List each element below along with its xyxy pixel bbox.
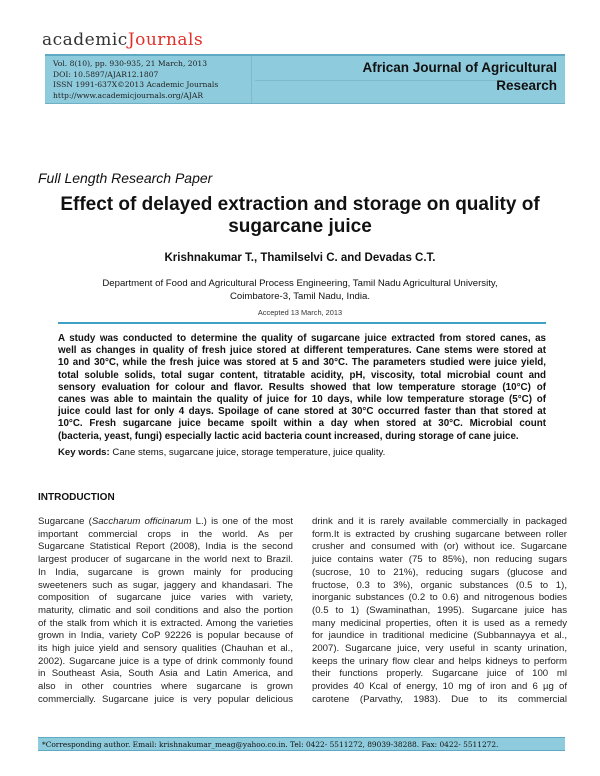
body-line: 2007). Sugarcane juice, very useful in s…	[312, 643, 567, 655]
body-line: form.It is extracted by crushing sugarca…	[312, 528, 567, 540]
citation-meta: Vol. 8(10), pp. 930-935, 21 March, 2013 …	[53, 59, 218, 101]
body-line: sweeteners such as sugar, jaggery and kh…	[38, 579, 293, 591]
body-line: inorganic substances (0.2 to 0.6) and ni…	[312, 592, 567, 604]
body-line: (sucrose, 10 to 21%), reducing sugars (g…	[312, 566, 567, 578]
body-line: provides 40 Kcal of energy, 10 mg of iro…	[312, 681, 567, 693]
body-column-right: drink and it is rarely available commerc…	[312, 516, 567, 707]
accepted-date: Accepted 13 March, 2013	[257, 308, 343, 317]
header-line	[255, 80, 555, 81]
abstract-line: 10 and 30°C, while the fresh juice was s…	[58, 357, 546, 369]
paper-type: Full Length Research Paper	[38, 170, 213, 186]
abstract-line: juice could last for only 4 days. Spoila…	[58, 406, 546, 418]
body-line: commercially. Sugarcane juice is very po…	[38, 693, 293, 705]
affiliation-line: Department of Food and Agricultural Proc…	[102, 278, 498, 289]
authors: Krishnakumar T., Thamilselvi C. and Deva…	[164, 252, 436, 264]
body-line: of the stalk from which it is extracted.…	[38, 617, 293, 629]
header-divider	[251, 56, 252, 103]
body-line: for jaundice in traditional medicine (Su…	[312, 630, 567, 642]
body-line: (0.5 to 1) (Swaminathan, 1995). Sugarcan…	[312, 604, 567, 616]
journal-header-band: Vol. 8(10), pp. 930-935, 21 March, 2013 …	[45, 54, 565, 104]
body-line: many medicinal properties, often it is u…	[312, 617, 567, 629]
species-name: Saccharum officinarum	[91, 516, 192, 527]
affiliation-line: Coimbatore-3, Tamil Nadu, India.	[229, 291, 371, 302]
body-line: fructose, 0.3 to 3%), organic substances…	[312, 579, 567, 591]
logo-prefix: academic	[42, 30, 128, 50]
body-line: carotene (Parvathy, 1983). Due to its co…	[312, 693, 567, 705]
title-line: sugarcane juice	[228, 216, 372, 237]
logo-suffix: Journals	[127, 30, 204, 50]
issn: ISSN 1991-637X©2013 Academic Journals	[53, 80, 219, 90]
journal-title-line: Research	[496, 78, 557, 93]
journal-url[interactable]: http://www.academicjournals.org/AJAR	[53, 90, 204, 100]
text-run: Sugarcane (	[38, 516, 92, 527]
abstract-line: well as changes in quality of fresh juic…	[58, 345, 546, 357]
keywords-text: Cane stems, sugarcane juice, storage tem…	[109, 447, 386, 458]
body-line: Sugarcane (Saccharum officinarum L.) is …	[38, 516, 293, 529]
abstract-line: (bacteria, yeast, fungi) especially lact…	[58, 430, 519, 442]
abstract-line: sensory evaluation for colour and flavor…	[58, 381, 546, 393]
body-line: in Southeast Asia, South Asia and Latin …	[38, 668, 293, 680]
paper-title: Effect of delayed extraction and storage…	[40, 194, 560, 238]
body-line: crusher and consumed with (or) without i…	[312, 541, 567, 553]
body-line: drink and it is rarely available commerc…	[312, 516, 567, 527]
body-line: also in other countries where sugarcane …	[38, 681, 293, 693]
body-column-left: Sugarcane (Saccharum officinarum L.) is …	[38, 516, 293, 707]
body-line: Sugarcane Statistical Report (2008), Ind…	[38, 541, 293, 553]
journal-title: African Journal of Agricultural Research	[362, 59, 557, 95]
body-line: 2002). Sugarcane juice is a type of drin…	[38, 655, 293, 667]
publisher-logo: academicJournals	[42, 30, 203, 50]
body-line: its high juice yield and sensory qualiti…	[38, 643, 293, 655]
affiliation: Department of Food and Agricultural Proc…	[40, 277, 560, 303]
abstract-line: total soluble solids, total sugar conten…	[58, 369, 546, 381]
body-line: In India, sugarcane is grown mainly for …	[38, 566, 293, 578]
keywords-label: Key words:	[58, 447, 110, 458]
keywords: Key words: Cane stems, sugarcane juice, …	[58, 447, 385, 458]
text-run: L.) is one of the most	[191, 516, 293, 527]
abstract-line: 10°C. Fresh sugarcane juice became spoil…	[58, 418, 546, 430]
abstract-line: canes was able to maintain the quality o…	[58, 394, 546, 406]
journal-title-line: African Journal of Agricultural	[362, 60, 557, 75]
abstract: A study was conducted to determine the q…	[58, 333, 546, 443]
body-line: important commercial crops in the world.…	[38, 528, 293, 540]
section-heading: INTRODUCTION	[38, 492, 115, 503]
abstract-line: A study was conducted to determine the q…	[58, 333, 546, 344]
body-line: their functions properly. Sugarcane juic…	[312, 668, 567, 680]
volume-info: Vol. 8(10), pp. 930-935, 21 March, 2013	[53, 59, 208, 68]
body-line: maturity, climatic and soil conditions a…	[38, 604, 293, 616]
corresponding-author-footnote: *Corresponding author. Email: krishnakum…	[38, 737, 565, 751]
abstract-rule	[58, 322, 546, 324]
body-line: keeps the urinary flow clear and helps k…	[312, 655, 567, 667]
body-line: juice contains water (75 to 85%), non re…	[312, 554, 567, 566]
body-line: grown in India, variety CoP 92226 is pop…	[38, 630, 293, 642]
body-line: largest producer of sugarcane in the wor…	[38, 554, 293, 566]
body-line: composition of sugarcane juice varies wi…	[38, 592, 293, 604]
title-line: Effect of delayed extraction and storage…	[60, 194, 540, 215]
doi: DOI: 10.5897/AJAR12.1807	[53, 69, 159, 79]
